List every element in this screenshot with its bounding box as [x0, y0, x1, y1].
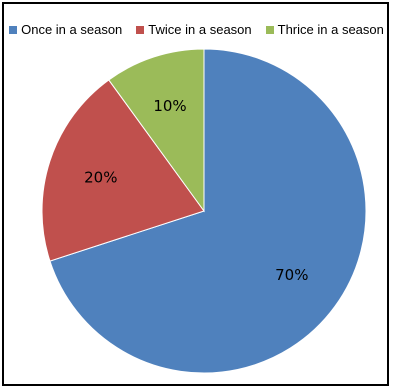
legend-label-once: Once in a season — [21, 22, 123, 37]
legend-item-once: Once in a season — [9, 22, 122, 37]
slice-label-twice: 20% — [84, 169, 117, 187]
slice-label-thrice: 10% — [153, 97, 186, 115]
legend-label-thrice: Thrice in a season — [277, 22, 384, 37]
legend-swatch-thrice — [265, 25, 274, 34]
legend-item-thrice: Thrice in a season — [265, 22, 384, 37]
legend-swatch-once — [9, 25, 18, 34]
legend-item-twice: Twice in a season — [136, 22, 252, 37]
slice-label-once: 70% — [275, 266, 308, 284]
pie-slice-twice — [41, 79, 205, 262]
legend-label-twice: Twice in a season — [148, 22, 252, 37]
legend: Once in a season Twice in a season Thric… — [0, 22, 393, 37]
pie-slice-thrice — [108, 48, 205, 213]
pie-slice-once — [49, 48, 367, 374]
legend-swatch-twice — [136, 25, 145, 34]
